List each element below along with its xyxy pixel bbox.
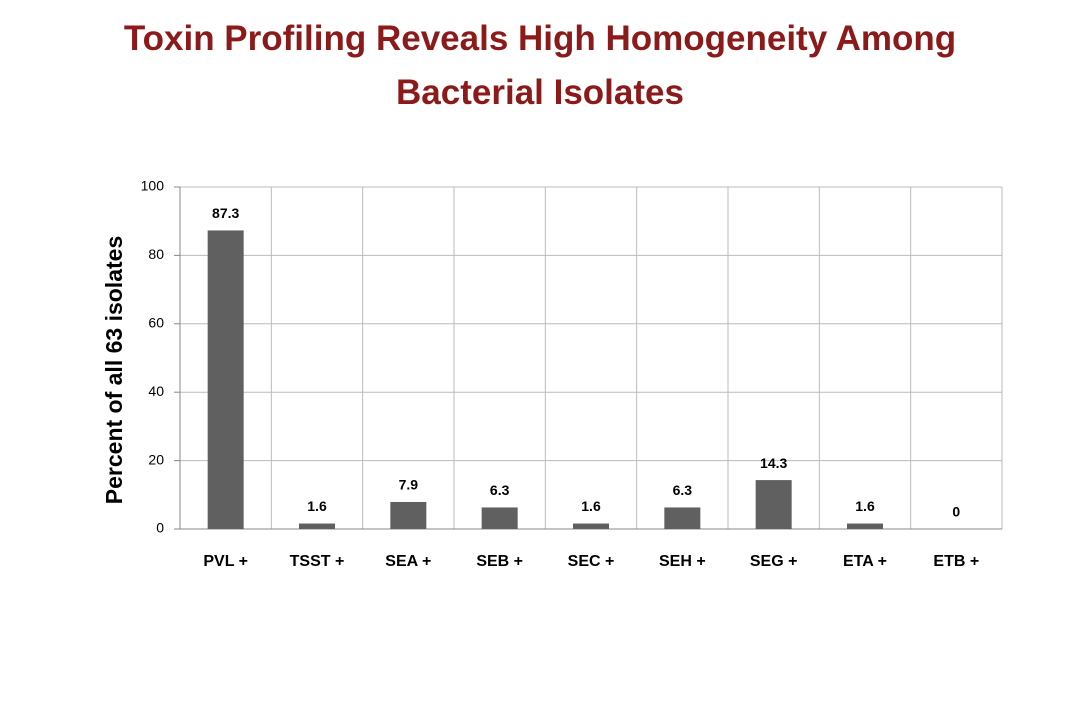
data-label: 0 <box>952 504 960 520</box>
x-tick-label: SEB + <box>476 553 523 570</box>
data-label: 7.9 <box>399 477 419 493</box>
data-label: 6.3 <box>490 482 510 498</box>
x-tick-label: SEA + <box>385 553 431 570</box>
x-tick-label: PVL + <box>203 553 248 570</box>
y-tick-label: 80 <box>148 246 164 262</box>
x-tick-label: ETA + <box>843 553 887 570</box>
x-tick-label: ETB + <box>933 553 979 570</box>
y-tick-label: 40 <box>148 383 164 399</box>
data-label: 1.6 <box>581 498 601 514</box>
bar <box>847 523 883 529</box>
y-tick-label: 20 <box>148 451 164 467</box>
bar <box>573 523 609 529</box>
bar <box>207 230 244 529</box>
data-label: 87.3 <box>212 205 239 221</box>
bar <box>299 523 335 529</box>
bar <box>390 501 427 529</box>
bar <box>481 507 518 529</box>
y-tick-label: 0 <box>156 520 164 536</box>
bar <box>664 507 701 529</box>
chart-title: Toxin Profiling Reveals High Homogeneity… <box>123 19 957 112</box>
bar <box>755 480 792 529</box>
x-tick-label: TSST + <box>290 553 345 570</box>
y-tick-label: 100 <box>141 178 165 194</box>
x-tick-label: SEC + <box>568 553 615 570</box>
x-tick-label: SEG + <box>750 553 798 570</box>
data-label: 1.6 <box>307 498 327 514</box>
data-label: 1.6 <box>855 498 875 514</box>
y-tick-label: 60 <box>148 315 164 331</box>
x-tick-label: SEH + <box>659 553 706 570</box>
y-axis-title: Percent of all 63 isolates <box>101 236 127 504</box>
data-label: 6.3 <box>673 482 693 498</box>
data-label: 14.3 <box>760 455 787 471</box>
